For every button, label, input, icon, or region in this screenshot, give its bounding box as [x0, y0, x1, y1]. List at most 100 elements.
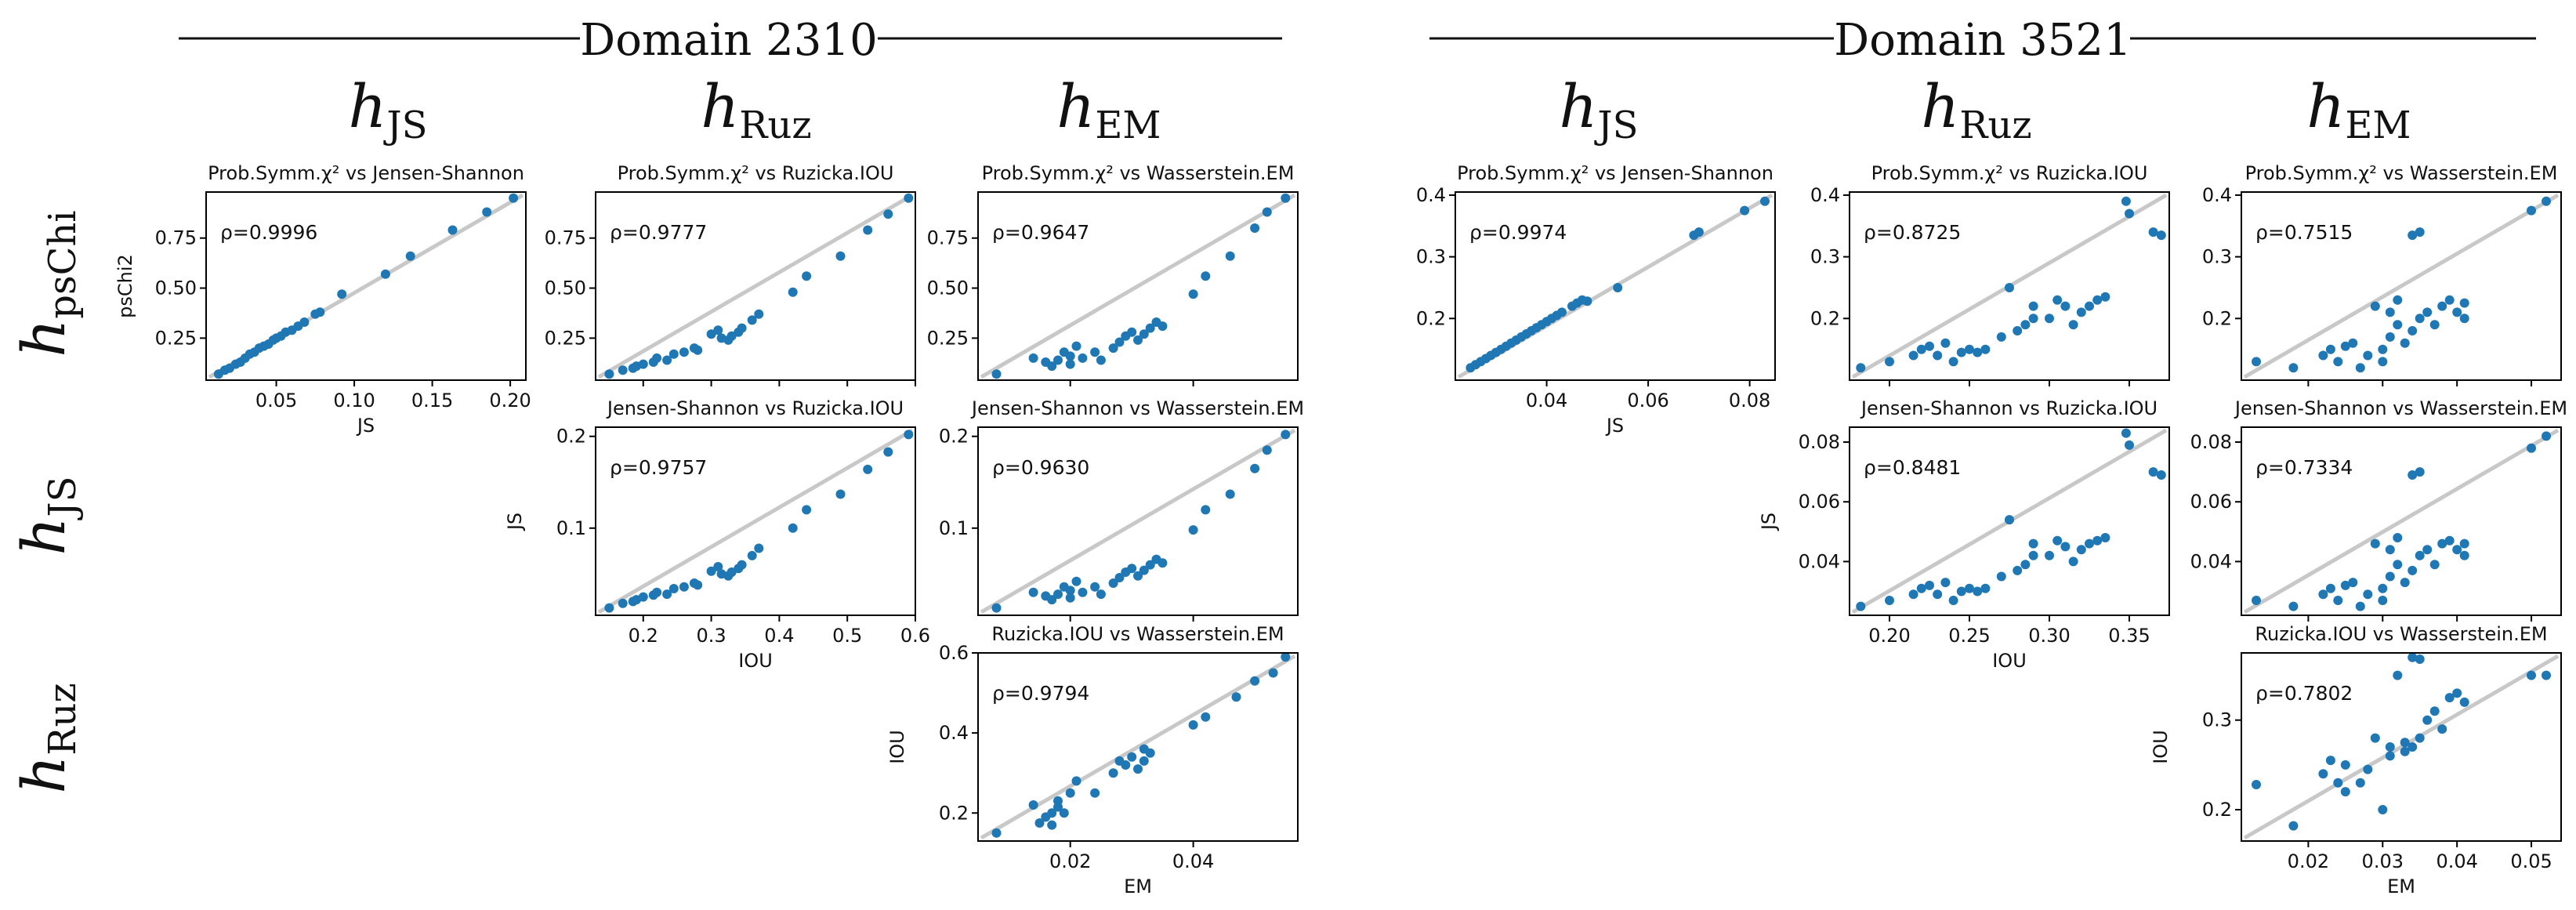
data-point [1114, 573, 1125, 582]
data-point [706, 566, 716, 576]
data-point [2452, 545, 2462, 555]
data-point [802, 271, 812, 281]
data-point [1933, 589, 1943, 600]
data-point [1034, 818, 1045, 828]
data-point [2400, 338, 2410, 348]
data-points [1856, 196, 2166, 373]
data-point [2060, 301, 2071, 311]
y-tick-label: 0.3 [2202, 709, 2232, 731]
axes-frame [1849, 191, 2170, 381]
data-point [1557, 307, 1567, 317]
data-point [863, 225, 873, 235]
x-axis-label: JS [356, 415, 375, 437]
correlation-label: ρ=0.9757 [610, 456, 707, 479]
data-point [2013, 565, 2023, 575]
data-point [2020, 320, 2031, 330]
data-point [2100, 533, 2110, 542]
data-point [991, 369, 1002, 379]
axes-frame [2241, 191, 2562, 381]
data-point [2385, 751, 2395, 761]
data-point [668, 349, 679, 359]
data-point [380, 269, 390, 279]
data-point [2385, 332, 2395, 342]
data-points [991, 430, 1291, 613]
data-point [1047, 820, 1057, 830]
data-point [1225, 489, 1235, 499]
diagonal-line [980, 428, 1296, 615]
data-point [2378, 805, 2388, 814]
data-point [1090, 788, 1100, 798]
data-point [2393, 295, 2403, 305]
data-point [2333, 357, 2343, 367]
data-point [604, 369, 614, 379]
data-point [2385, 307, 2395, 317]
data-point [337, 289, 347, 299]
data-point [2385, 545, 2395, 555]
data-point [904, 430, 914, 440]
scatter-panel: Jensen-Shannon vs Ruzicka.IOU 0.2 0.3 0.4 0.… [504, 397, 930, 672]
data-point [1071, 341, 1081, 351]
y-tick-label: 0.2 [1810, 307, 1840, 329]
axes-frame [205, 191, 527, 381]
data-point [754, 543, 764, 553]
x-tick-label: 0.5 [832, 625, 862, 647]
data-point [2527, 205, 2536, 216]
correlation-label: ρ=0.9996 [220, 221, 317, 244]
data-point [1694, 227, 1704, 237]
data-point [1996, 332, 2006, 342]
data-point [713, 325, 723, 335]
data-point [2444, 535, 2455, 546]
data-point [991, 603, 1002, 613]
panel-title: Jensen-Shannon vs Ruzicka.IOU [1860, 397, 2158, 419]
y-tick-label: 0.4 [1416, 184, 1446, 206]
data-point [1201, 505, 1211, 515]
data-point [2444, 295, 2455, 305]
data-point [1090, 347, 1100, 357]
correlation-label: ρ=0.9794 [992, 682, 1089, 705]
data-point [2005, 515, 2014, 525]
data-point [1925, 341, 1934, 351]
data-point [2333, 596, 2343, 605]
data-point [1268, 668, 1278, 678]
data-point [1956, 347, 1966, 357]
y-tick-label: 0.2 [1416, 307, 1446, 329]
data-point [1108, 768, 1118, 778]
x-tick-label: 0.04 [2436, 850, 2477, 872]
data-point [2318, 769, 2328, 779]
correlation-label: ρ=0.8725 [1864, 221, 1961, 244]
data-point [991, 828, 1002, 838]
data-point [1053, 802, 1063, 812]
data-point [1047, 361, 1057, 372]
data-point [604, 603, 614, 613]
data-points [213, 193, 519, 379]
data-point [1108, 343, 1118, 353]
data-point [737, 560, 747, 570]
x-tick-label: 0.03 [2362, 850, 2404, 872]
data-point [618, 598, 628, 608]
svg-text:hRuz: hRuz [9, 683, 85, 793]
svg-text:hJS: hJS [1559, 71, 1638, 147]
data-point [2459, 550, 2469, 560]
y-axis-label: psChi2 [114, 254, 136, 318]
data-point [1090, 582, 1100, 592]
svg-text:hRuz: hRuz [1921, 71, 2031, 147]
data-point [2363, 764, 2373, 774]
data-point [1071, 776, 1081, 786]
data-point [2325, 344, 2335, 354]
data-point [638, 359, 648, 369]
data-point [2121, 196, 2131, 206]
data-point [1096, 355, 1106, 365]
data-point [1053, 355, 1063, 365]
data-point [747, 315, 757, 325]
data-point [1065, 593, 1075, 603]
data-point [754, 309, 764, 319]
data-point [1065, 788, 1075, 798]
data-point [2348, 578, 2358, 588]
data-point [2340, 787, 2350, 797]
data-point [2415, 733, 2425, 743]
data-point [693, 345, 703, 355]
data-point [2085, 301, 2094, 311]
data-point [1916, 583, 1926, 593]
data-point [1078, 587, 1088, 597]
data-point [1973, 586, 1983, 596]
